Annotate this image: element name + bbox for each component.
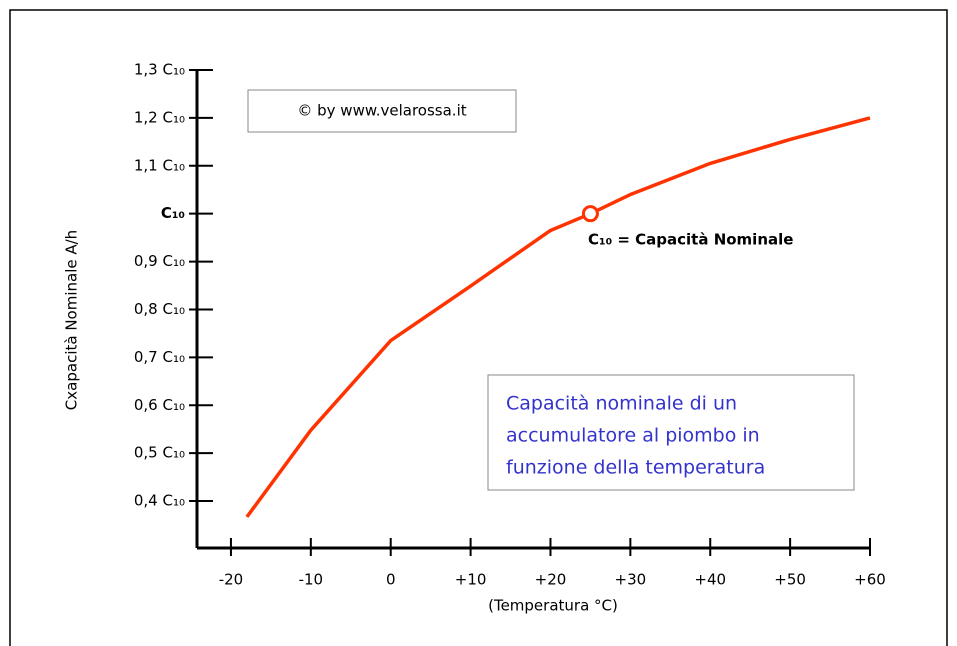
y-tick-label: 0,7 C₁₀ (134, 348, 185, 366)
x-tick-label: +50 (774, 571, 806, 589)
x-tick-label: +20 (535, 571, 567, 589)
x-tick-label: +10 (455, 571, 487, 589)
y-tick-label: 1,3 C₁₀ (134, 61, 185, 79)
y-tick-label: 1,2 C₁₀ (134, 108, 185, 126)
legend-line: funzione della temperatura (506, 457, 765, 479)
x-tick-label: -20 (219, 571, 244, 589)
y-tick-label: 0,5 C₁₀ (134, 444, 185, 462)
x-axis-label: (Temperatura °C) (488, 597, 618, 615)
x-tick-label: +40 (694, 571, 726, 589)
y-tick-label: C₁₀ (161, 204, 185, 222)
y-axis-label: Cxapacità Nominale A/h (63, 230, 81, 410)
x-tick-label: 0 (386, 571, 396, 589)
y-tick-label: 0,6 C₁₀ (134, 396, 185, 414)
legend-line: accumulatore al piombo in (506, 425, 760, 447)
marker (581, 205, 599, 223)
legend-line: Capacità nominale di un (506, 393, 737, 415)
legend-box (487, 374, 855, 491)
frame (9, 9, 948, 646)
y-tick-label: 0,4 C₁₀ (134, 492, 185, 510)
annotation: C₁₀ = Capacità Nominale (588, 231, 793, 249)
line (245, 116, 871, 518)
x-tick-label: +30 (615, 571, 647, 589)
y-tick-label: 1,1 C₁₀ (134, 156, 185, 174)
credit-box (247, 89, 517, 133)
y-tick-label: 0,9 C₁₀ (134, 252, 185, 270)
y-tick-label: 0,8 C₁₀ (134, 300, 185, 318)
credit: © by www.velarossa.it (297, 102, 466, 120)
x-tick-label: +60 (854, 571, 886, 589)
x-tick-label: -10 (299, 571, 324, 589)
